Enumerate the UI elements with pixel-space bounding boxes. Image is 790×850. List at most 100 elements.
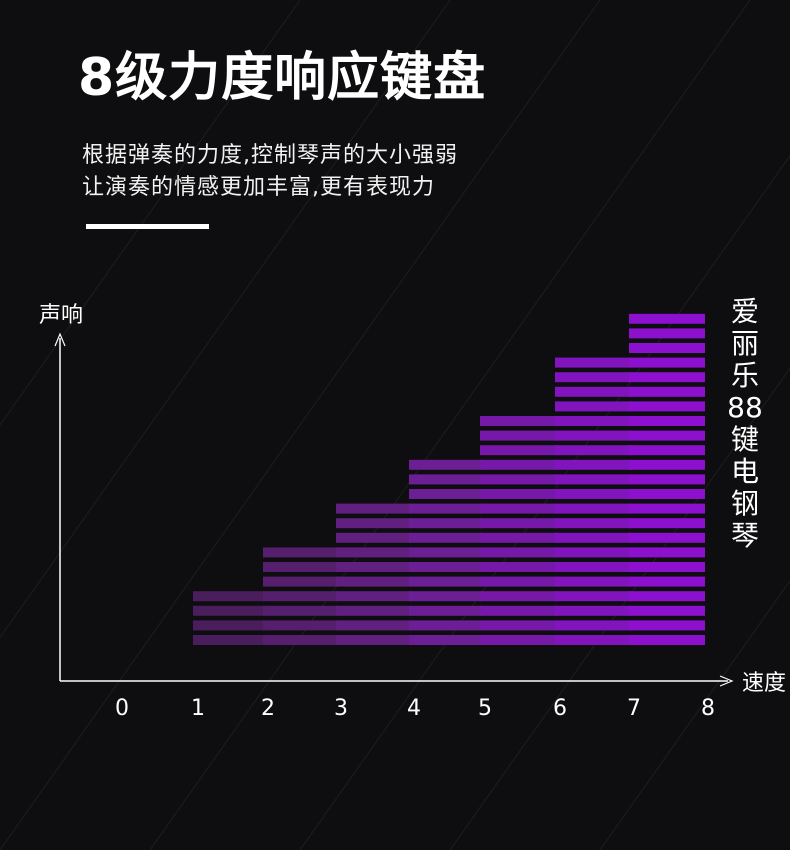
x-tick-label: 1 [191,696,205,721]
bar-segment [629,386,705,397]
bar-4-5 [409,459,482,645]
bar-segment [336,576,411,587]
bar-segment [629,532,705,543]
bar-segment [336,620,411,631]
bar-segment [555,635,631,645]
bar-segment [409,532,482,543]
bar-segment [409,562,482,572]
page-title: 8级力度响应键盘 [78,48,487,108]
description-line-1: 根据弹奏的力度,控制琴声的大小强弱 [82,143,458,168]
x-axis-arrow-icon [719,675,734,687]
product-name-char: 电 [730,455,759,488]
bar-segment [555,401,631,412]
chart-axes: 声响 速度 [39,303,786,696]
bar-segment [629,503,705,514]
bar-segment [480,430,557,441]
product-name-char: 丽 [730,327,759,360]
bar-segment [336,532,411,543]
bar-segment [629,401,705,412]
bar-segment [409,635,482,645]
bar-segment [555,357,631,368]
bar-segment [480,547,557,558]
description: 根据弹奏的力度,控制琴声的大小强弱 让演奏的情感更加丰富,更有表现力 [82,140,458,204]
x-tick-label: 2 [261,696,275,721]
bar-segment [193,620,265,631]
product-name-char: 88 [727,391,763,424]
bar-segment [336,562,411,572]
bar-segment [409,591,482,602]
bar-segment [629,430,705,441]
bar-segment [263,620,338,631]
bar-segment [629,620,705,631]
bar-segment [193,591,265,602]
bars-group [193,313,705,645]
bar-segment [629,635,705,645]
bar-segment [629,416,705,426]
bar-segment [480,635,557,645]
bar-segment [629,489,705,499]
title-divider [86,224,209,229]
bar-segment [263,576,338,587]
bar-segment [409,459,482,470]
bar-segment [555,445,631,456]
x-tick-label: 8 [701,696,715,721]
x-tick-label: 4 [407,696,421,721]
bar-segment [555,416,631,426]
bar-segment [629,313,705,324]
bar-segment [555,532,631,543]
product-name-char: 琴 [730,519,759,552]
bar-segment [336,635,411,645]
bar-segment [480,576,557,587]
bar-segment [480,620,557,631]
x-ticks-group: 0 1 2 3 4 5 6 7 8 [115,696,715,721]
bar-3-4 [336,503,411,645]
bar-segment [555,547,631,558]
bar-segment [336,591,411,602]
bar-segment [336,503,411,514]
bar-segment [409,576,482,587]
bar-segment [629,562,705,572]
bar-segment [263,562,338,572]
bar-segment [480,518,557,529]
bar-segment [409,547,482,558]
bar-segment [555,430,631,441]
bar-segment [555,386,631,397]
description-line-2: 让演奏的情感更加丰富,更有表现力 [82,175,435,200]
bar-segment [629,343,705,353]
bar-segment [409,605,482,616]
x-tick-label: 5 [478,696,492,721]
bar-segment [629,372,705,383]
bar-segment [629,576,705,587]
product-name-char: 乐 [730,359,759,392]
bar-segment [480,489,557,499]
bar-segment [555,591,631,602]
bar-5-6 [480,416,557,645]
bar-segment [629,591,705,602]
bar-segment [193,635,265,645]
bar-segment [480,445,557,456]
bar-segment [555,459,631,470]
bar-segment [555,474,631,485]
bar-segment [263,591,338,602]
bar-segment [629,547,705,558]
bar-segment [193,605,265,616]
x-axis-label: 速度 [742,671,786,696]
bar-segment [480,474,557,485]
x-tick-label: 3 [334,696,348,721]
x-tick-label: 6 [553,696,567,721]
bar-segment [629,605,705,616]
bar-segment [480,605,557,616]
bar-1-2 [193,591,265,645]
bar-segment [555,576,631,587]
bar-6-7 [555,357,631,645]
bar-segment [263,547,338,558]
bar-segment [555,489,631,499]
bar-segment [480,416,557,426]
bar-segment [409,503,482,514]
bar-segment [629,518,705,529]
product-name-vertical: 爱丽乐 88 键电钢琴 [727,296,763,552]
product-name-char: 键 [730,423,759,456]
bar-segment [629,357,705,368]
bar-segment [555,620,631,631]
